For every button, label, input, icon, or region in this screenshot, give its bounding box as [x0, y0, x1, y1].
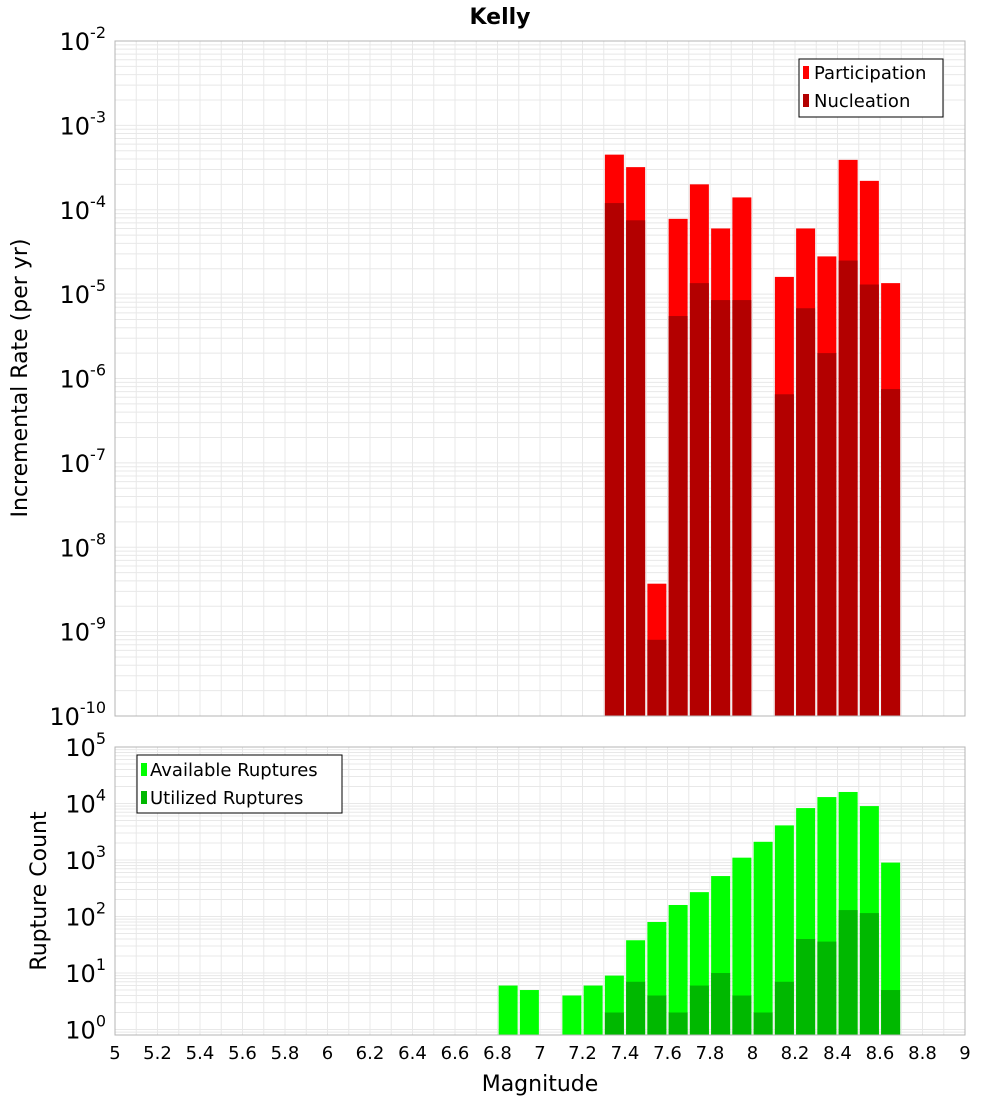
rate-panel-frame [114, 40, 966, 717]
rate-panel-y-axis-label: Incremental Rate (per yr) [8, 239, 33, 518]
x-tick-label: 7 [534, 1043, 545, 1064]
x-tick-label: 6 [322, 1043, 333, 1064]
utilized-bar [859, 913, 879, 1035]
rate-y-tick-label: 10-2 [60, 23, 107, 56]
x-tick-label: 5 [109, 1043, 120, 1064]
count-y-tick-label: 102 [65, 899, 106, 932]
utilized-bar [732, 995, 752, 1035]
utilized-bar [626, 981, 646, 1035]
utilized-bar [774, 981, 794, 1035]
rate-panel-bars [604, 154, 901, 717]
count-y-tick-label: 101 [65, 955, 106, 988]
utilized-bar [817, 941, 837, 1035]
nucleation-bar [689, 283, 709, 716]
utilized-bar [689, 985, 709, 1035]
x-tick-label: 6.2 [356, 1043, 385, 1064]
rate-y-tick-label: 10-5 [60, 276, 107, 309]
utilized-bar [881, 990, 901, 1035]
legend-available-label: Available Ruptures [150, 760, 318, 781]
rate-y-tick-label: 10-8 [60, 529, 107, 562]
x-tick-label: 8 [747, 1043, 758, 1064]
available-bar [519, 990, 539, 1035]
x-tick-label: 6.6 [441, 1043, 470, 1064]
x-tick-label: 8.6 [866, 1043, 895, 1064]
legend-utilized-label: Utilized Ruptures [150, 788, 303, 809]
rate-panel: 10-10 10-9 10-8 10-7 10-6 10-5 10-4 10-3 10-2 In… [8, 23, 966, 731]
rate-panel-y-ticks: 10-10 10-9 10-8 10-7 10-6 10-5 10-4 10-3 10-2 [49, 23, 106, 731]
available-bar [753, 841, 773, 1035]
available-bar [668, 904, 688, 1035]
x-tick-label: 7.2 [568, 1043, 597, 1064]
available-bar [583, 985, 603, 1035]
count-panel-y-ticks: 100 101 102 103 104 105 [65, 729, 106, 1045]
legend-nucleation-label: Nucleation [814, 91, 910, 112]
nucleation-bar [838, 260, 858, 716]
x-tick-label: 5.4 [186, 1043, 215, 1064]
utilized-bar [796, 939, 816, 1035]
rate-y-tick-label: 10-4 [60, 192, 107, 225]
nucleation-bar [668, 316, 688, 716]
nucleation-bar [859, 284, 879, 716]
count-y-tick-label: 100 [65, 1012, 106, 1045]
x-tick-label: 9 [959, 1043, 970, 1064]
legend-utilized-swatch [141, 791, 147, 804]
rate-panel-grid [114, 40, 966, 717]
nucleation-bar [881, 389, 901, 716]
x-tick-label: 6.8 [483, 1043, 512, 1064]
nucleation-bar [796, 308, 816, 716]
utilized-bar [604, 1012, 624, 1035]
x-axis-label: Magnitude [482, 1072, 599, 1097]
nucleation-bar [626, 220, 646, 717]
utilized-bar [753, 1012, 773, 1035]
x-axis-ticks: 5 5.2 5.4 5.6 5.8 6 6.2 6.4 6.6 6.8 7 7.2 7.4 7.6 7.8 8… [109, 1043, 970, 1064]
count-panel: 100 101 102 103 104 105 Rupture Count Availab… [27, 729, 966, 1045]
nucleation-bar [711, 300, 731, 716]
x-tick-label: 6.4 [398, 1043, 427, 1064]
x-tick-label: 5.8 [271, 1043, 300, 1064]
x-tick-label: 7.8 [696, 1043, 725, 1064]
x-tick-label: 8.4 [823, 1043, 852, 1064]
x-tick-label: 8.8 [908, 1043, 937, 1064]
utilized-bar [647, 995, 667, 1035]
legend-nucleation-swatch [803, 94, 809, 107]
nucleation-bar [604, 203, 624, 716]
count-panel-bars [498, 791, 901, 1035]
x-tick-label: 8.2 [781, 1043, 810, 1064]
count-y-tick-label: 104 [65, 786, 106, 819]
x-tick-label: 5.6 [228, 1043, 257, 1064]
rate-y-tick-label: 10-6 [60, 361, 107, 394]
count-panel-frame [114, 746, 966, 1036]
count-panel-legend: Available Ruptures Utilized Ruptures [136, 754, 343, 814]
rate-y-tick-label: 10-9 [60, 614, 107, 647]
count-panel-legend-box [136, 754, 343, 814]
count-y-tick-label: 103 [65, 842, 106, 875]
rate-y-tick-label: 10-3 [60, 107, 107, 140]
utilized-bar [838, 910, 858, 1035]
rate-panel-legend-box [798, 58, 944, 118]
nucleation-bar [732, 300, 752, 716]
legend-participation-label: Participation [814, 63, 926, 84]
x-tick-label: 5.2 [143, 1043, 172, 1064]
nucleation-bar [817, 353, 837, 716]
available-bar [498, 985, 518, 1035]
rate-y-tick-label: 10-7 [60, 445, 107, 478]
legend-participation-swatch [803, 66, 809, 79]
chart-title: Kelly [469, 5, 530, 30]
count-y-tick-label: 105 [65, 729, 106, 762]
count-panel-y-axis-label: Rupture Count [27, 811, 52, 971]
legend-available-swatch [141, 763, 147, 776]
nucleation-bar [647, 639, 667, 716]
nucleation-bar [774, 394, 794, 716]
utilized-bar [711, 973, 731, 1035]
available-bar [562, 995, 582, 1035]
x-tick-label: 7.6 [653, 1043, 682, 1064]
rate-panel-legend: Participation Nucleation [798, 58, 944, 118]
rate-y-tick-label: 10-10 [49, 698, 106, 731]
utilized-bar [668, 1012, 688, 1035]
available-bar [732, 857, 752, 1035]
x-tick-label: 7.4 [611, 1043, 640, 1064]
